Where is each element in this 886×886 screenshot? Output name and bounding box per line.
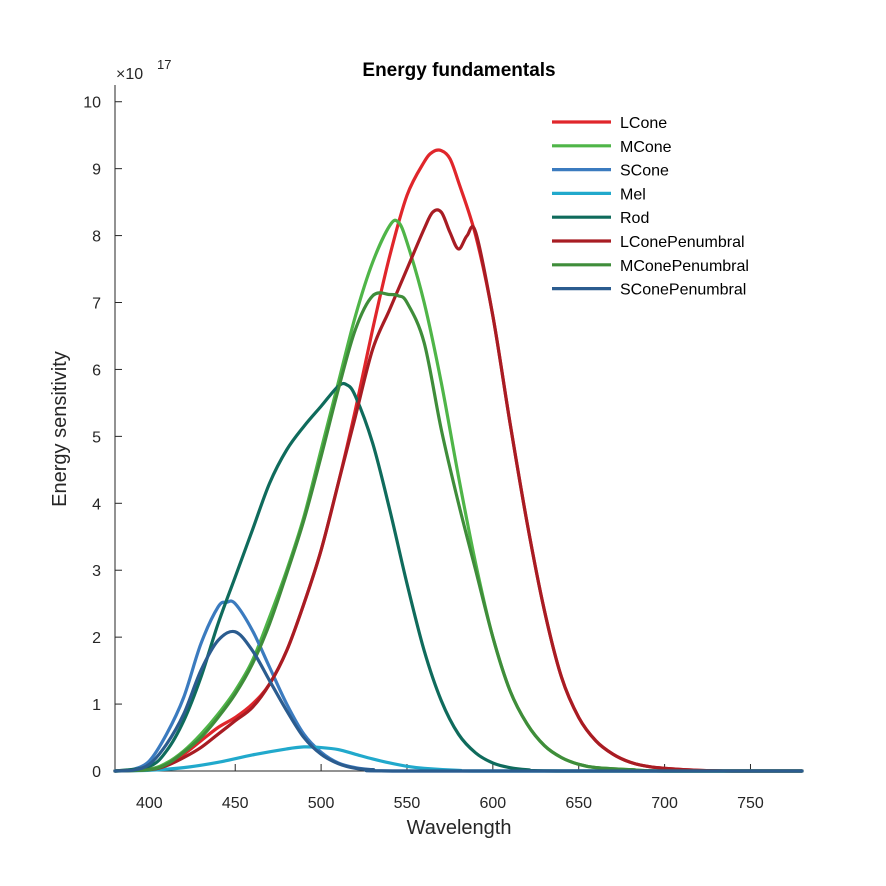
- plot-area: [113, 148, 804, 773]
- legend-label: Rod: [620, 210, 649, 227]
- y-tick-label: 9: [92, 162, 101, 179]
- legend-label: LCone: [620, 115, 667, 132]
- y-tick-label: 1: [92, 697, 101, 714]
- y-axis-exponent: ×10 17: [116, 57, 171, 83]
- y-tick-label: 8: [92, 229, 101, 246]
- y-tick-label: 4: [92, 496, 101, 513]
- chart-title: Energy fundamentals: [362, 60, 555, 81]
- y-tick-label: 5: [92, 429, 101, 446]
- x-tick-label: 500: [308, 795, 335, 812]
- y-tick-label: 10: [83, 95, 101, 112]
- y-tick-label: 2: [92, 630, 101, 647]
- series-line-mcone: [113, 218, 804, 773]
- legend-entry-mel: Mel: [552, 186, 646, 203]
- series-line-lconepenumbral: [113, 208, 804, 773]
- legend-label: MConePenumbral: [620, 258, 749, 275]
- y-tick-label: 3: [92, 563, 101, 580]
- legend-entry-lcone: LCone: [552, 115, 667, 132]
- legend-entry-rod: Rod: [552, 210, 649, 227]
- y-tick-label: 0: [92, 764, 101, 781]
- x-tick-label: 550: [394, 795, 421, 812]
- x-tick-label: 600: [479, 795, 506, 812]
- legend-entry-sconepenumbral: SConePenumbral: [552, 282, 746, 299]
- x-tick-label: 700: [651, 795, 678, 812]
- legend-entry-scone: SCone: [552, 163, 669, 180]
- legend-label: SConePenumbral: [620, 282, 746, 299]
- y-tick-label: 7: [92, 296, 101, 313]
- x-tick-label: 750: [737, 795, 764, 812]
- legend-entry-mconepenumbral: MConePenumbral: [552, 258, 749, 275]
- series-line-mel: [113, 745, 804, 773]
- legend-entry-mcone: MCone: [552, 139, 672, 156]
- x-tick-label: 650: [565, 795, 592, 812]
- legend-entry-lconepenumbral: LConePenumbral: [552, 234, 745, 251]
- x-axis-label: Wavelength: [407, 817, 512, 839]
- y-axis-label: Energy sensitivity: [49, 351, 71, 507]
- y-axis-multiplier: ×10: [116, 66, 143, 83]
- axes: 400 450 500 550 600 650 700 750 0 1 2 3 4 5 6 7 8 9 10: [83, 85, 802, 812]
- legend: LCone MCone SCone Mel Rod LConePenumbral MCone…: [552, 115, 749, 299]
- x-tick-label: 450: [222, 795, 249, 812]
- series-line-sconepenumbral: [113, 629, 804, 773]
- series-line-mconepenumbral: [113, 291, 804, 773]
- y-axis-exponent-value: 17: [157, 57, 171, 72]
- legend-label: SCone: [620, 163, 669, 180]
- legend-label: MCone: [620, 139, 672, 156]
- x-tick-label: 400: [136, 795, 163, 812]
- legend-label: LConePenumbral: [620, 234, 745, 251]
- y-tick-label: 6: [92, 362, 101, 379]
- legend-label: Mel: [620, 186, 646, 203]
- series-line-rod: [113, 381, 804, 773]
